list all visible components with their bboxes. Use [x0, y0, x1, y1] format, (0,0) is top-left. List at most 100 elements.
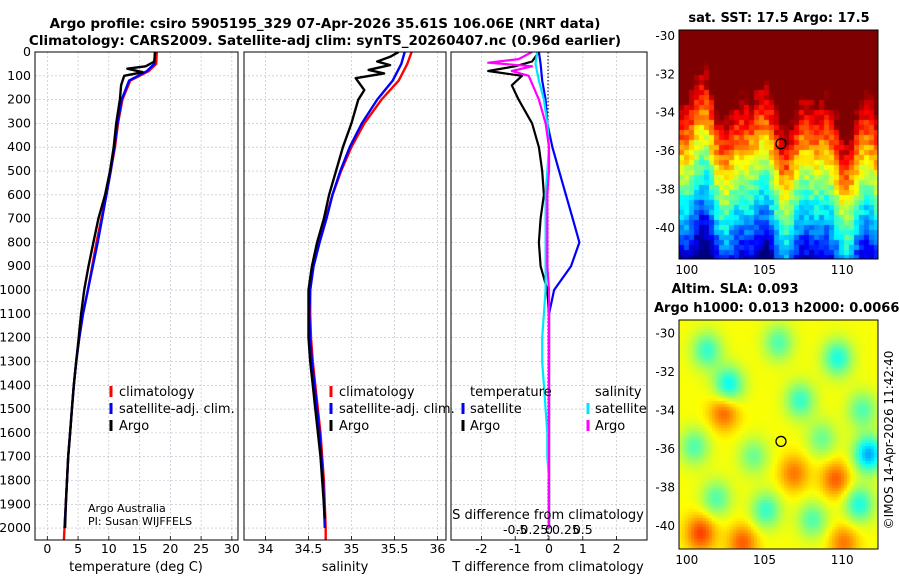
title-line-1: Argo profile: csiro 5905195_329 07-Apr-2… — [50, 16, 601, 32]
s-tick-label: 0 — [545, 522, 553, 537]
legend-temperature-header: temperature — [470, 385, 552, 400]
x-tick-label: 35.5 — [381, 541, 409, 556]
legend-satellite-label: satellite-adj. clim. — [339, 402, 455, 417]
argo-position-marker — [775, 138, 787, 150]
lat-tick-label: -34 — [655, 106, 675, 120]
x-tick-label: 35 — [343, 541, 359, 556]
temperature-lines — [62, 52, 158, 540]
legend-salinity-header: salinity — [595, 385, 642, 400]
lon-tick-label: 105 — [753, 553, 776, 567]
y-tick-label: 1100 — [0, 306, 31, 321]
salinity-tick-labels: 34 34.5 35 35.5 36 — [258, 536, 445, 556]
y-tick-label: 1900 — [0, 496, 31, 511]
sla-map-panel: Altim. SLA: 0.093 Argo h1000: 0.013 h200… — [654, 282, 899, 567]
sla-map-title: Altim. SLA: 0.093 — [672, 282, 799, 297]
x-tick-label: -1 — [509, 541, 521, 556]
lat-tick-label: -38 — [655, 183, 675, 197]
x-tick-label: 0 — [43, 541, 51, 556]
lat-tick-label: -32 — [655, 67, 675, 81]
series-line-satellite-adj-clim- — [308, 52, 406, 529]
s-tick-label: 0.25 — [552, 522, 580, 537]
lon-tick-label: 100 — [675, 263, 698, 277]
series-line-salinity-argo — [487, 52, 551, 529]
legend-t-satellite-label: satellite — [470, 402, 522, 417]
x-tick-label: 15 — [132, 541, 148, 556]
sst-map-title: sat. SST: 17.5 Argo: 17.5 — [688, 11, 869, 26]
legend-s-argo-label: Argo — [595, 419, 625, 434]
sst-map-frame — [678, 29, 879, 260]
y-tick-label: 1400 — [0, 377, 31, 392]
s-tick-label: -0.25 — [516, 522, 548, 537]
lat-tick-label: -36 — [655, 144, 675, 158]
legend-climatology-label: climatology — [119, 385, 195, 400]
x-tick-label: 36 — [429, 541, 445, 556]
sla-map-tick-labels: 100 105 110 -30 -32 -34 -36 -38 -40 — [655, 326, 853, 567]
sst-map-panel: sat. SST: 17.5 Argo: 17.5 100 105 110 -30 -3… — [655, 11, 879, 277]
sla-map-subtitle: Argo h1000: 0.013 h2000: 0.0066 — [654, 301, 899, 316]
y-tick-label: 200 — [7, 92, 31, 107]
x-tick-label: 25 — [193, 541, 209, 556]
t-difference-label: T difference from climatology — [451, 560, 644, 575]
salinity-xlabel: salinity — [322, 560, 369, 575]
y-tick-label: 0 — [23, 44, 31, 59]
y-tick-label: 400 — [7, 139, 31, 154]
copyright-stamp: ©IMOS 14-Apr-2026 11:42:40 — [882, 351, 896, 530]
y-tick-label: 2000 — [0, 520, 31, 535]
temperature-xlabel: temperature (deg C) — [69, 560, 203, 575]
x-tick-label: 34.5 — [295, 541, 323, 556]
t-difference-tick-labels: -2 -1 0 1 2 — [475, 536, 621, 556]
lon-tick-label: 110 — [831, 263, 854, 277]
y-tick-label: 600 — [7, 187, 31, 202]
credit-line-1: Argo Australia — [88, 502, 166, 515]
lat-tick-label: -40 — [655, 221, 675, 235]
salinity-panel: 34 34.5 35 35.5 36 salinity climatology sate… — [243, 51, 455, 575]
argo-position-marker — [775, 435, 787, 448]
temperature-axes-frame — [34, 51, 239, 541]
y-tick-label: 900 — [7, 258, 31, 273]
s-tick-label: 0.5 — [573, 522, 593, 537]
s-difference-label: S difference from climatology — [452, 508, 644, 523]
sla-heatmap — [679, 320, 878, 549]
lat-tick-label: -36 — [655, 442, 675, 456]
series-line-salinity-satellite — [534, 52, 551, 529]
x-tick-label: 10 — [101, 541, 117, 556]
lat-tick-label: -34 — [655, 403, 675, 417]
y-tick-label: 1200 — [0, 330, 31, 345]
temperature-grid — [35, 51, 238, 540]
salinity-axes-frame — [243, 51, 447, 541]
y-tick-label: 500 — [7, 163, 31, 178]
temperature-panel: 0100200300400500600700800900100011001200… — [0, 44, 240, 575]
sst-heatmap — [679, 30, 878, 259]
x-tick-label: -2 — [475, 541, 487, 556]
x-tick-label: 2 — [613, 541, 621, 556]
y-tick-label: 700 — [7, 211, 31, 226]
difference-legend: temperature salinity satellite Argo sate… — [461, 385, 647, 434]
y-tick-label: 1700 — [0, 449, 31, 464]
x-tick-label: 5 — [74, 541, 82, 556]
lat-tick-label: -30 — [655, 326, 675, 340]
salinity-legend: climatology satellite-adj. clim. Argo — [329, 385, 455, 434]
x-tick-label: 30 — [224, 541, 240, 556]
series-line-argo — [307, 52, 400, 519]
lat-tick-label: -38 — [655, 480, 675, 494]
legend-s-satellite-label: satellite — [595, 402, 647, 417]
salinity-lines — [307, 52, 413, 540]
legend-satellite-label: satellite-adj. clim. — [119, 402, 235, 417]
lon-tick-label: 110 — [831, 553, 854, 567]
y-tick-label: 1500 — [0, 401, 31, 416]
y-tick-label: 300 — [7, 115, 31, 130]
lat-tick-label: -40 — [655, 519, 675, 533]
x-tick-label: 34 — [258, 541, 274, 556]
y-tick-label: 1800 — [0, 472, 31, 487]
temperature-tick-labels: 0 5 10 15 20 25 30 — [43, 536, 240, 556]
title-line-2: Climatology: CARS2009. Satellite-adj cli… — [29, 33, 621, 49]
y-tick-label: 800 — [7, 234, 31, 249]
x-tick-label: 1 — [579, 541, 587, 556]
y-tick-label: 1300 — [0, 353, 31, 368]
depth-tick-labels: 0 100 200 300 400 500 600 700 800 900 1000 1100 1200… — [0, 44, 31, 535]
y-tick-label: 1600 — [0, 425, 31, 440]
lat-tick-label: -30 — [655, 29, 675, 43]
